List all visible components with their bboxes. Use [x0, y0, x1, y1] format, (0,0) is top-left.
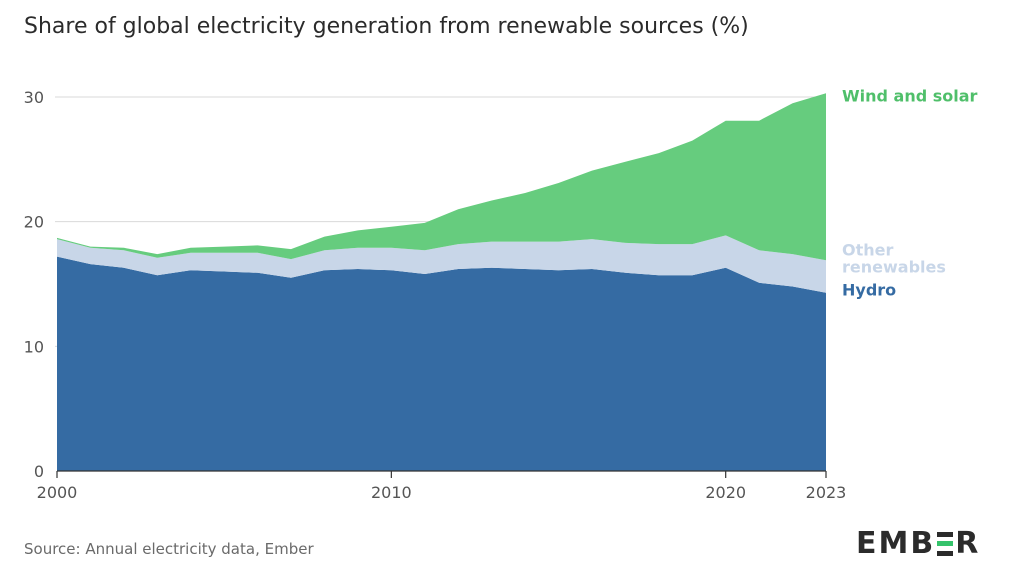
- series-label: Other: [842, 240, 893, 259]
- chart-title: Share of global electricity generation f…: [24, 14, 749, 39]
- area-other-renewables: [57, 235, 826, 293]
- x-tick-label: 2000: [37, 483, 78, 502]
- y-tick-label: 10: [24, 337, 44, 356]
- series-label: Wind and solar: [842, 86, 978, 105]
- y-tick-label: 30: [24, 88, 44, 107]
- area-wind-and-solar: [57, 93, 826, 261]
- series-label: Hydro: [842, 281, 896, 300]
- series-label: renewables: [842, 257, 946, 276]
- x-axis: 2000 2010 2020 2023: [37, 470, 847, 502]
- logo-e-mark: [937, 531, 954, 556]
- logo-text-left: EMB: [856, 526, 936, 561]
- x-tick-label: 2010: [371, 483, 412, 502]
- area-hydro: [57, 256, 826, 471]
- y-axis: 0 10 20 30: [24, 88, 44, 481]
- ember-logo: EMB R: [856, 526, 980, 561]
- x-tick-label: 2023: [806, 483, 847, 502]
- stacked-areas: [57, 93, 826, 471]
- logo-text-right: R: [955, 526, 981, 561]
- y-tick-label: 20: [24, 213, 44, 232]
- source-note: Source: Annual electricity data, Ember: [24, 540, 314, 558]
- y-tick-label: 0: [34, 462, 44, 481]
- x-tick-label: 2020: [705, 483, 746, 502]
